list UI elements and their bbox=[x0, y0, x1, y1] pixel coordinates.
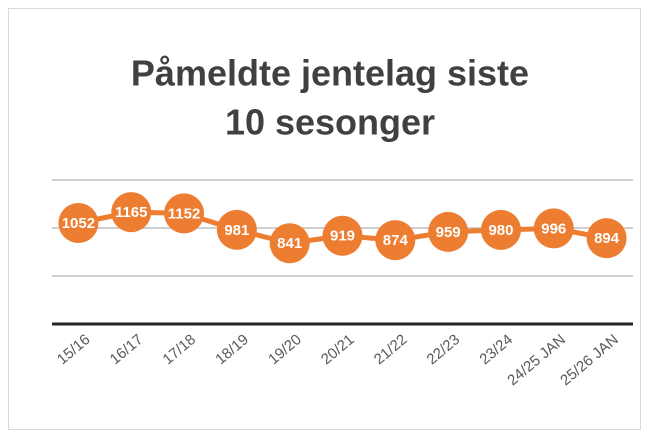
chart-title: Påmeldte jentelag siste bbox=[131, 53, 529, 94]
data-label: 919 bbox=[330, 228, 355, 245]
point-marker bbox=[428, 211, 469, 252]
data-label: 1052 bbox=[62, 215, 95, 232]
point-marker bbox=[216, 209, 257, 250]
data-label: 981 bbox=[224, 222, 249, 239]
data-label: 894 bbox=[594, 230, 620, 247]
data-label: 1165 bbox=[115, 204, 148, 221]
point-marker bbox=[58, 203, 99, 244]
point-marker bbox=[375, 220, 416, 261]
point-marker bbox=[586, 218, 627, 259]
data-label: 1152 bbox=[168, 205, 201, 222]
point-marker bbox=[322, 215, 363, 256]
point-marker bbox=[533, 208, 574, 249]
data-label: 959 bbox=[436, 224, 461, 241]
point-marker bbox=[480, 209, 521, 250]
point-marker bbox=[269, 223, 310, 264]
point-marker bbox=[111, 192, 152, 233]
data-label: 996 bbox=[541, 220, 566, 237]
data-label: 980 bbox=[488, 222, 513, 239]
data-label: 874 bbox=[383, 232, 409, 249]
point-marker bbox=[164, 193, 205, 234]
data-label: 841 bbox=[277, 235, 302, 252]
chart-title: 10 sesonger bbox=[225, 102, 435, 143]
